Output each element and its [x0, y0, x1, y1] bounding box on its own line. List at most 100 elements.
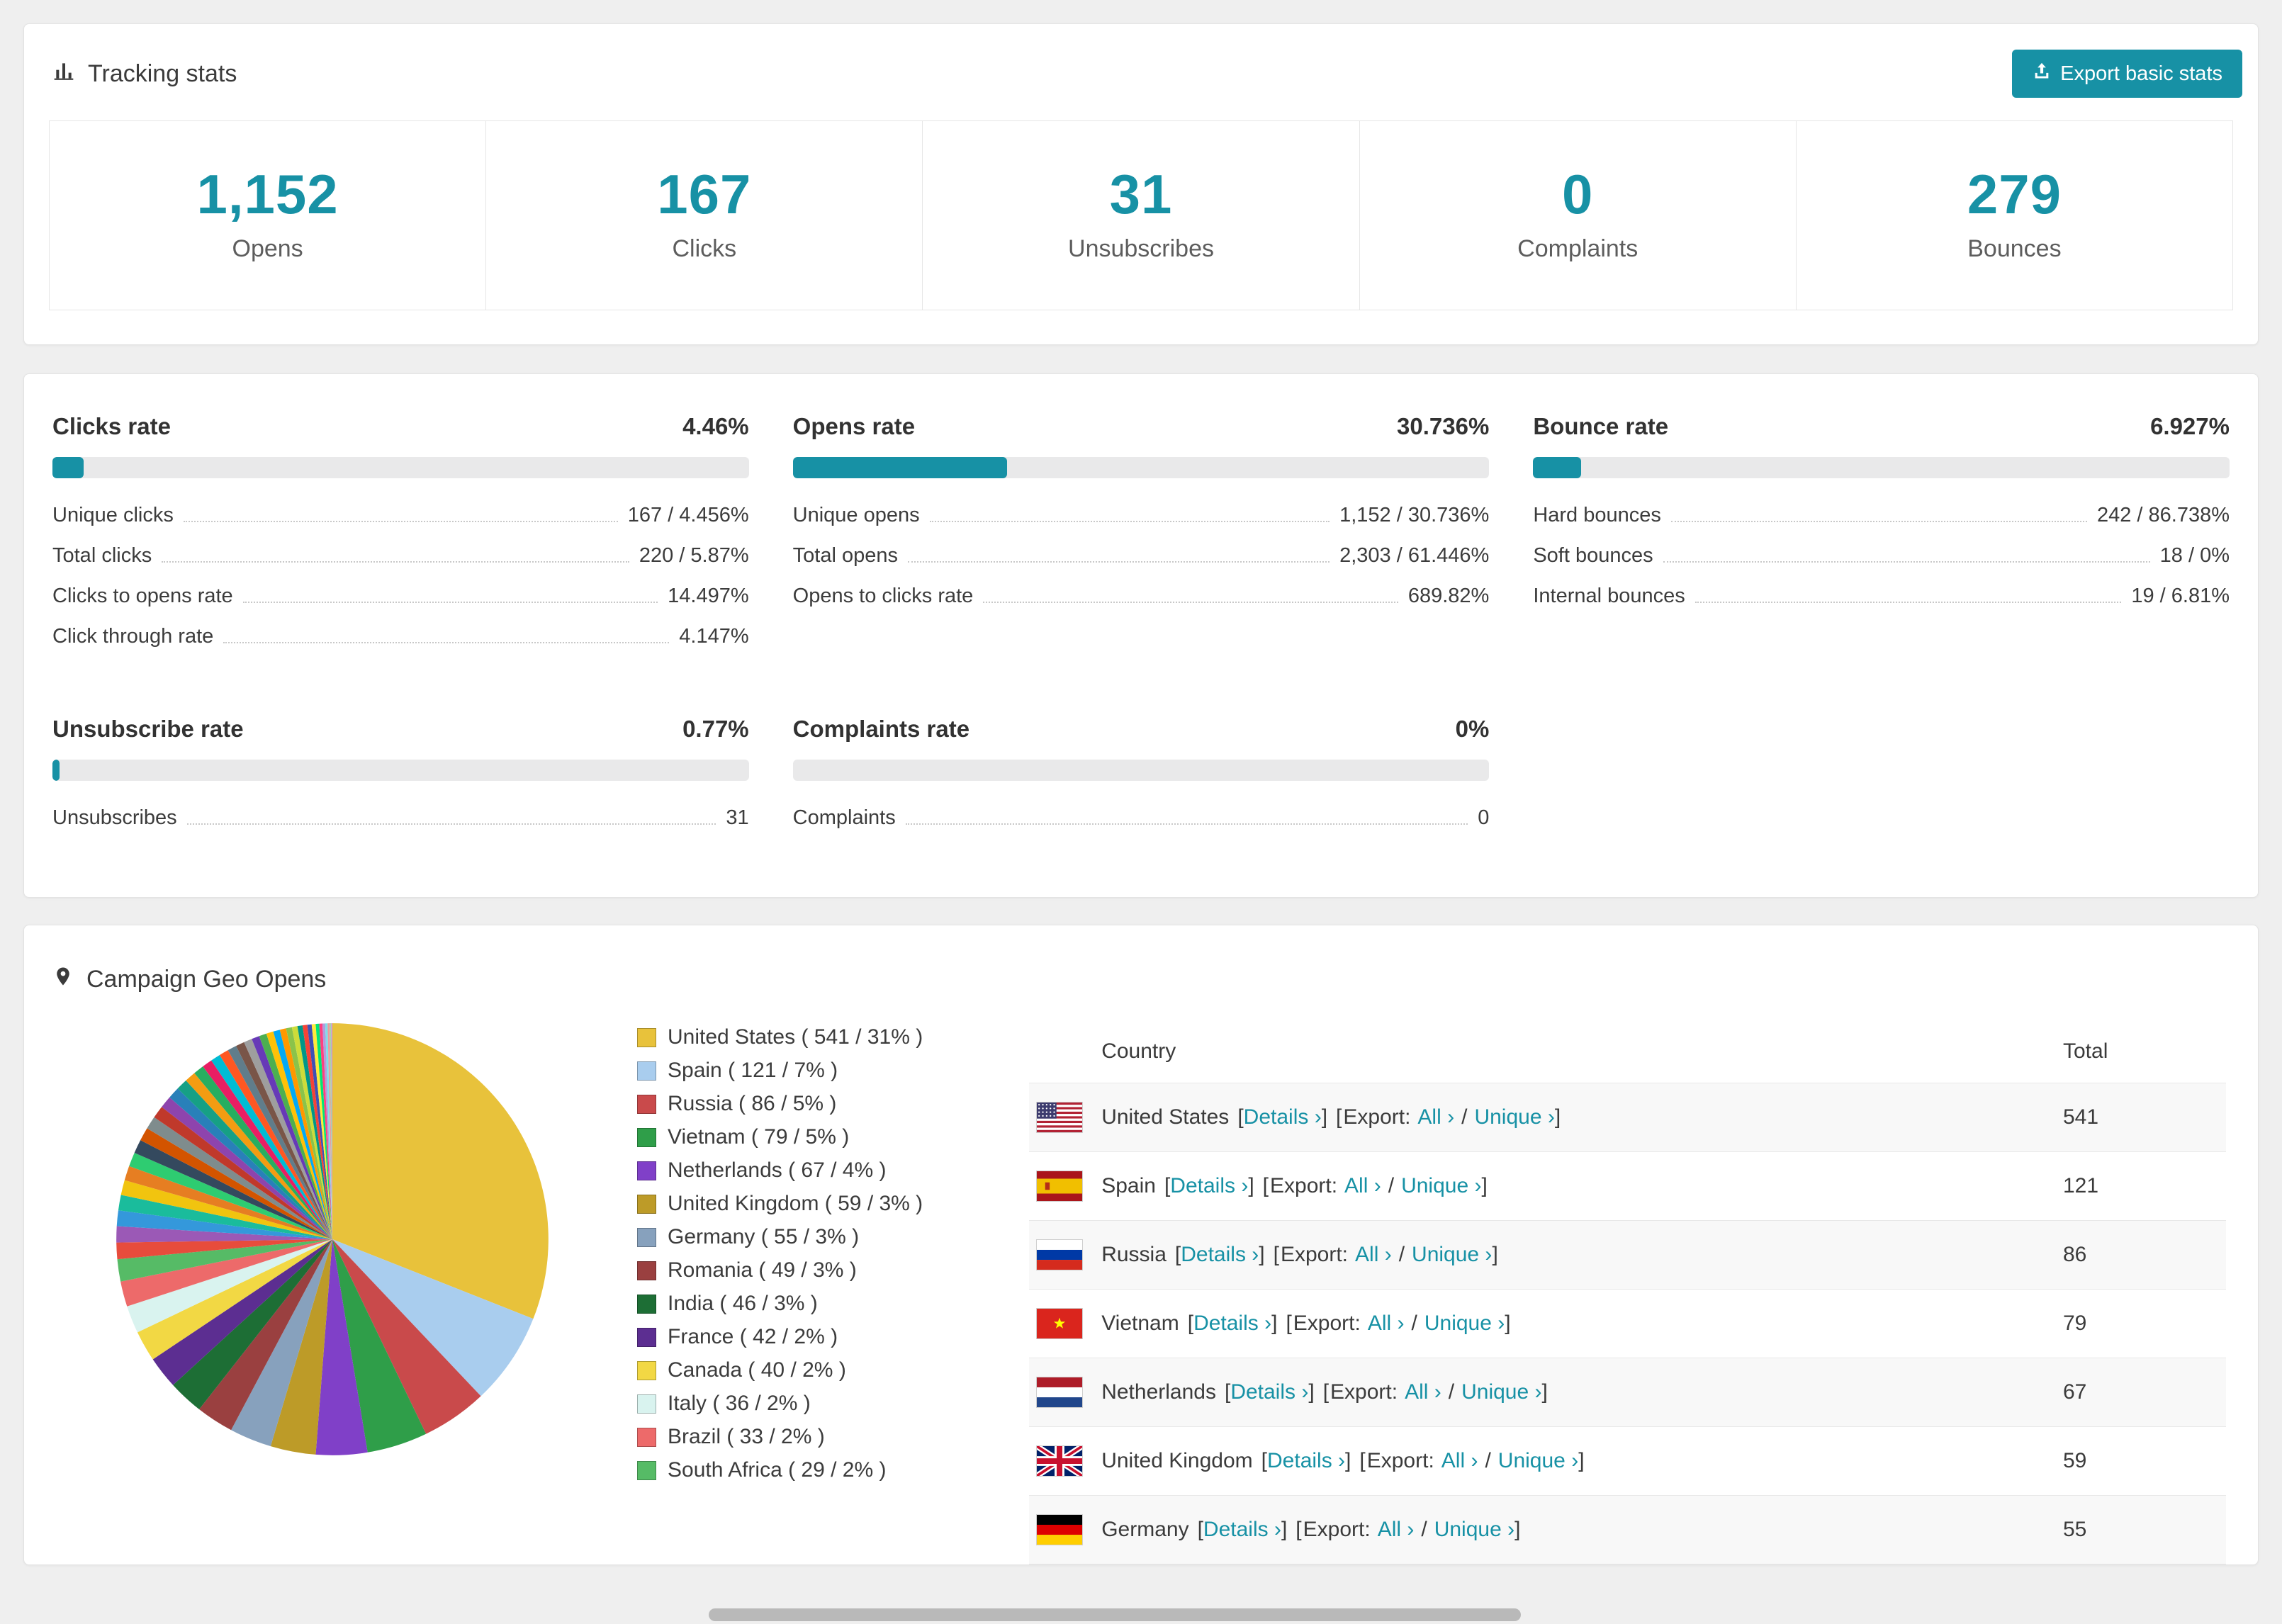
- pie-slice: [227, 1046, 332, 1239]
- bracket: [: [1197, 1518, 1203, 1541]
- export-unique-link[interactable]: Unique ›: [1474, 1105, 1555, 1129]
- legend-swatch: [637, 1127, 656, 1147]
- total-value: 59: [2063, 1449, 2087, 1472]
- rate-panel-complaints: Complaints rate 0% Complaints 0: [792, 716, 1490, 830]
- bracket: ]: [1578, 1449, 1585, 1472]
- legend-label: France ( 42 / 2% ): [668, 1325, 838, 1348]
- details-link[interactable]: Details ›: [1193, 1312, 1272, 1335]
- export-basic-stats-button[interactable]: Export basic stats: [2012, 50, 2242, 98]
- legend-swatch: [637, 1394, 656, 1414]
- country-cell: Germany[Details ›][Export: All › / Unique ›…: [1101, 1518, 2063, 1542]
- rate-row-value: 31: [726, 806, 749, 829]
- legend-label: Vietnam ( 79 / 5% ): [668, 1125, 850, 1149]
- pie-slice: [118, 1195, 332, 1239]
- export-unique-link[interactable]: Unique ›: [1434, 1518, 1515, 1541]
- export-all-link[interactable]: All ›: [1367, 1312, 1405, 1335]
- flag-gb-icon: [1036, 1445, 1084, 1477]
- pie-slice: [169, 1088, 332, 1239]
- export-icon: [2032, 61, 2052, 86]
- rate-title: Bounce rate: [1533, 413, 1669, 439]
- rate-title: Clicks rate: [52, 413, 171, 439]
- rate-rows: Hard bounces 242 / 86.738% Soft bounces 18 …: [1533, 504, 2230, 608]
- pie-slice: [307, 1024, 332, 1239]
- summary-cell-clicks: 167 Clicks: [485, 121, 922, 310]
- details-link[interactable]: Details ›: [1181, 1243, 1259, 1266]
- country-cell: Netherlands[Details ›][Export: All › / Uniq…: [1101, 1380, 2063, 1404]
- rate-row-label: Clicks to opens rate: [52, 585, 233, 607]
- export-unique-link[interactable]: Unique ›: [1412, 1243, 1493, 1266]
- legend-label: Italy ( 36 / 2% ): [668, 1392, 811, 1415]
- separator: /: [1421, 1518, 1427, 1541]
- dotted-leader: [162, 561, 629, 563]
- export-all-link[interactable]: All ›: [1441, 1449, 1478, 1472]
- geo-row-nl: Netherlands[Details ›][Export: All › / Uniq…: [1029, 1358, 2226, 1427]
- details-link[interactable]: Details ›: [1203, 1518, 1281, 1541]
- legend-swatch: [637, 1161, 656, 1180]
- legend-swatch: [637, 1094, 656, 1114]
- export-all-link[interactable]: All ›: [1377, 1518, 1415, 1541]
- rate-percentage: 4.46%: [682, 413, 749, 439]
- rate-row: Unique clicks 167 / 4.456%: [52, 504, 749, 527]
- rate-row-value: 167 / 4.456%: [627, 504, 749, 526]
- geo-table: Country Total United States[Details ›][Exp…: [1029, 1020, 2226, 1564]
- bracket: [: [1359, 1449, 1366, 1472]
- legend-label: Canada ( 40 / 2% ): [668, 1358, 846, 1382]
- rate-row-label: Unsubscribes: [52, 806, 177, 829]
- export-unique-link[interactable]: Unique ›: [1401, 1174, 1482, 1197]
- dotted-leader: [186, 823, 716, 825]
- pie-slice: [177, 1080, 332, 1239]
- rate-head: Clicks rate 4.46%: [52, 413, 749, 440]
- rate-row-label: Opens to clicks rate: [792, 585, 974, 607]
- pie-slice: [322, 1023, 332, 1239]
- pie-slice: [116, 1239, 332, 1260]
- flag-us-icon: [1036, 1102, 1084, 1133]
- bracket: [: [1273, 1243, 1279, 1266]
- details-link[interactable]: Details ›: [1170, 1174, 1249, 1197]
- details-link[interactable]: Details ›: [1267, 1449, 1346, 1472]
- details-link[interactable]: Details ›: [1243, 1105, 1322, 1129]
- country-cell: United States[Details ›][Export: All › / Un…: [1101, 1105, 2063, 1129]
- bracket: ]: [1554, 1105, 1561, 1129]
- legend-label: Netherlands ( 67 / 4% ): [668, 1158, 887, 1182]
- horizontal-scrollbar[interactable]: [709, 1608, 1521, 1621]
- rate-percentage: 0%: [1455, 716, 1490, 742]
- summary-value: 167: [657, 163, 752, 225]
- geo-pie-chart: [113, 1020, 552, 1462]
- export-all-link[interactable]: All ›: [1417, 1105, 1455, 1129]
- progress-fill: [792, 457, 1007, 478]
- rate-panel-bounce: Bounce rate 6.927% Hard bounces 242 / 86.73…: [1533, 413, 2230, 648]
- pie-slice: [325, 1023, 332, 1239]
- details-link[interactable]: Details ›: [1230, 1380, 1309, 1404]
- legend-item: United States ( 541 / 31% ): [637, 1025, 923, 1049]
- pie-slice-netherlands: [315, 1239, 368, 1455]
- rate-row: Opens to clicks rate 689.82%: [793, 585, 1490, 608]
- export-unique-link[interactable]: Unique ›: [1424, 1312, 1505, 1335]
- summary-label: Clicks: [672, 235, 737, 262]
- legend-item: Italy ( 36 / 2% ): [637, 1392, 923, 1416]
- export-unique-link[interactable]: Unique ›: [1461, 1380, 1542, 1404]
- legend-swatch: [637, 1027, 656, 1047]
- export-all-link[interactable]: All ›: [1344, 1174, 1381, 1197]
- pie-slice: [140, 1128, 332, 1239]
- rate-rows: Unique opens 1,152 / 30.736% Total opens 2,…: [793, 504, 1490, 608]
- summary-label: Unsubscribes: [1068, 235, 1214, 262]
- pie-slice: [319, 1023, 332, 1239]
- rate-row-label: Hard bounces: [1533, 504, 1661, 526]
- geo-row-gb: United Kingdom[Details ›][Export: All › / U…: [1029, 1427, 2226, 1496]
- page: Tracking stats Export basic stats 1,152 O…: [23, 23, 2259, 1565]
- separator: /: [1388, 1174, 1395, 1197]
- geo-content: United States ( 541 / 31% ) Spain ( 121 /…: [52, 1020, 2226, 1564]
- rate-row-value: 4.147%: [679, 625, 749, 648]
- legend-label: India ( 46 / 3% ): [668, 1292, 818, 1315]
- export-all-link[interactable]: All ›: [1355, 1243, 1392, 1266]
- rate-rows: Unsubscribes 31: [52, 806, 749, 830]
- geo-table-body: United States[Details ›][Export: All › / Un…: [1029, 1083, 2226, 1564]
- export-label: Export:: [1280, 1243, 1349, 1266]
- dotted-leader: [1663, 561, 2150, 563]
- progress-track: [1533, 457, 2230, 478]
- separator: /: [1411, 1312, 1417, 1335]
- export-all-link[interactable]: All ›: [1405, 1380, 1441, 1404]
- export-unique-link[interactable]: Unique ›: [1497, 1449, 1579, 1472]
- legend-item: India ( 46 / 3% ): [637, 1292, 923, 1316]
- rate-row-label: Soft bounces: [1533, 544, 1653, 567]
